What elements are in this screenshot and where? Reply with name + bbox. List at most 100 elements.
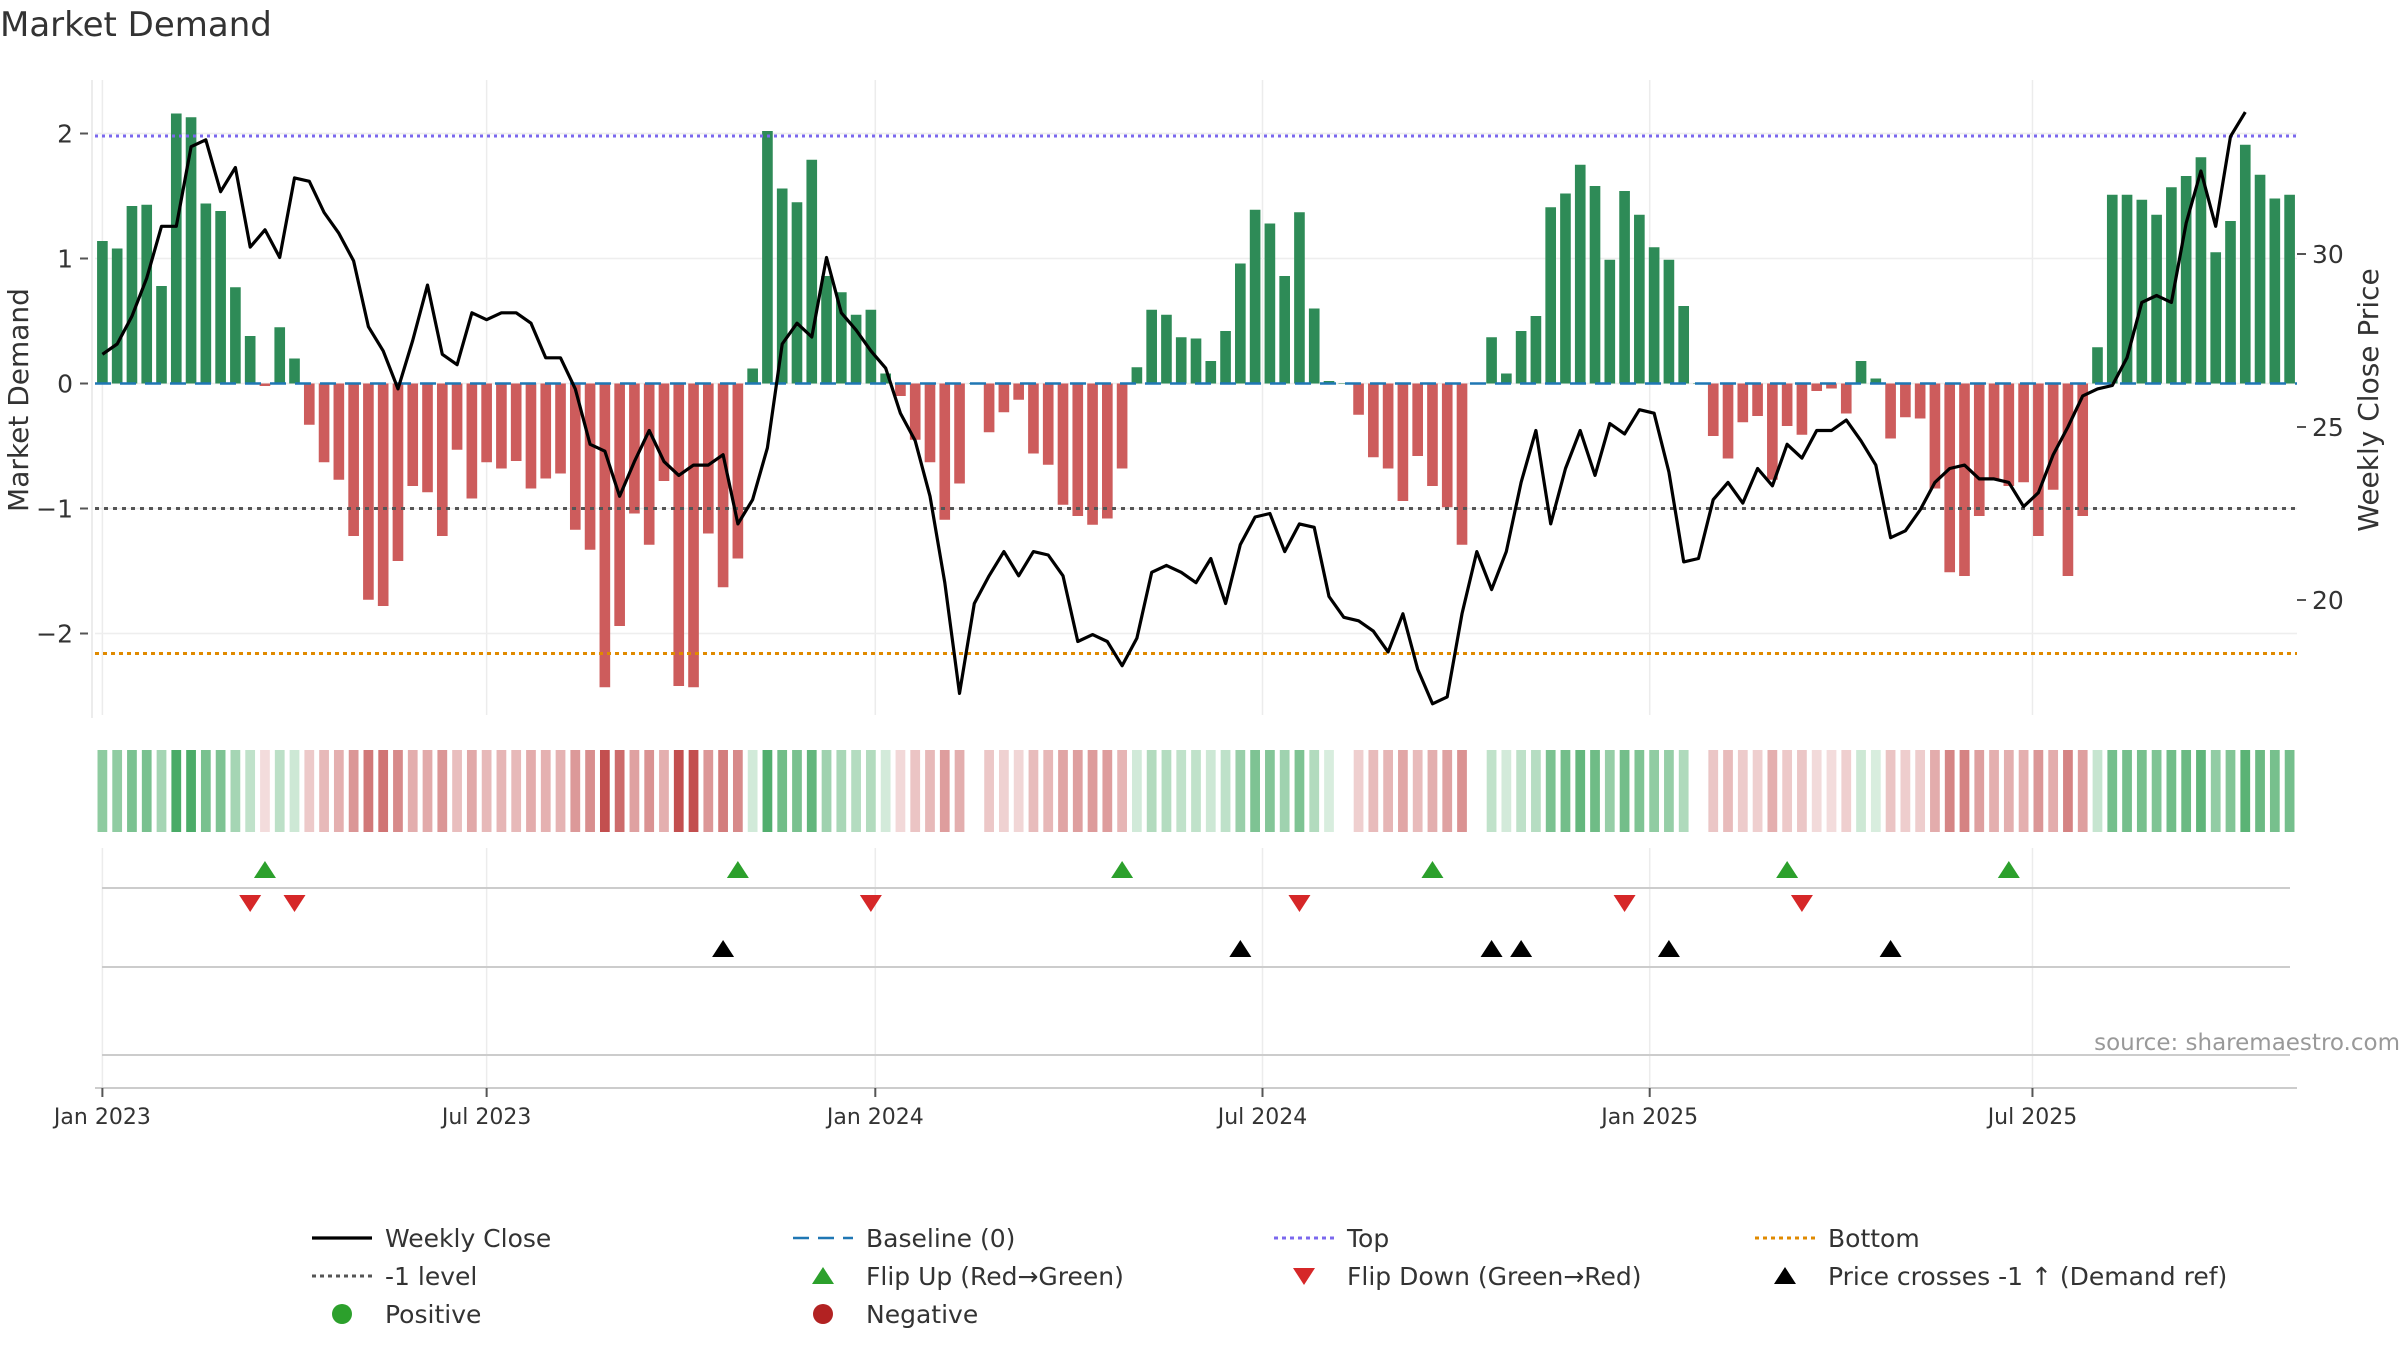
heat-strip-cell bbox=[836, 750, 847, 832]
demand-bar bbox=[1781, 383, 1793, 426]
heat-strip-cell bbox=[127, 750, 137, 832]
legend-label: Price crosses -1 ↑ (Demand ref) bbox=[1828, 1262, 2227, 1291]
heat-strip-cell bbox=[1087, 750, 1098, 832]
heat-strip-cell bbox=[2196, 750, 2206, 832]
demand-bar bbox=[776, 188, 788, 384]
heat-strip-cell bbox=[289, 750, 300, 832]
demand-bar bbox=[702, 383, 714, 534]
heat-strip-cell bbox=[1398, 750, 1408, 832]
demand-bar bbox=[998, 383, 1010, 413]
heat-strip-cell bbox=[481, 750, 492, 832]
price-cross-marker bbox=[1879, 940, 1902, 957]
heat-strip-cell bbox=[274, 750, 285, 832]
demand-bar bbox=[436, 383, 448, 536]
demand-bar bbox=[1131, 367, 1143, 384]
demand-bar bbox=[451, 383, 463, 450]
heat-strip-cell bbox=[2077, 750, 2088, 832]
demand-bar bbox=[762, 131, 773, 384]
heat-strip-cell bbox=[393, 750, 403, 832]
heat-strip-cell bbox=[1664, 750, 1674, 832]
demand-bar bbox=[540, 383, 552, 479]
heat-strip-cell bbox=[1767, 750, 1778, 832]
demand-bar bbox=[97, 241, 108, 384]
demand-bar bbox=[1175, 337, 1187, 384]
heat-strip-cell bbox=[1013, 750, 1024, 832]
demand-bar bbox=[1102, 383, 1113, 519]
demand-bar bbox=[1205, 361, 1217, 384]
demand-bar bbox=[1057, 383, 1069, 505]
heat-strip-cell bbox=[1856, 750, 1866, 832]
heat-strip-cell bbox=[171, 750, 182, 832]
demand-bar bbox=[215, 211, 226, 384]
heat-strip-cell bbox=[2166, 750, 2177, 832]
flip-up-marker bbox=[253, 861, 276, 878]
heat-strip-cell bbox=[245, 750, 256, 832]
demand-bar bbox=[939, 383, 951, 520]
heat-strip-cell bbox=[1324, 750, 1334, 832]
legend-label: Flip Up (Red→Green) bbox=[866, 1262, 1124, 1291]
heat-strip-cell bbox=[1723, 750, 1733, 832]
heat-strip-cell bbox=[614, 750, 625, 832]
demand-bar bbox=[2106, 194, 2118, 384]
heat-strip-cell bbox=[2033, 750, 2044, 832]
heat-strip bbox=[97, 750, 2295, 832]
heat-strip-cell bbox=[1235, 750, 1246, 832]
heat-strip-cell bbox=[511, 750, 522, 832]
heat-strip-cell bbox=[806, 750, 817, 832]
heat-strip-cell bbox=[452, 750, 462, 832]
demand-bar bbox=[1707, 383, 1719, 436]
demand-bar bbox=[1279, 276, 1290, 384]
demand-bar bbox=[1338, 383, 1350, 384]
heat-strip-cell bbox=[1737, 750, 1748, 832]
heat-strip-cell bbox=[1294, 750, 1305, 832]
demand-bar bbox=[481, 383, 492, 463]
heat-strip-cell bbox=[718, 750, 728, 832]
heat-strip-cell bbox=[762, 750, 773, 832]
demand-bar bbox=[156, 286, 167, 384]
heat-strip-cell bbox=[1265, 750, 1275, 832]
heat-strip-cell bbox=[999, 750, 1009, 832]
heat-strip-cell bbox=[2018, 750, 2029, 832]
heat-strip-cell bbox=[2063, 750, 2073, 832]
demand-bar bbox=[1648, 247, 1660, 384]
heat-strip-cell bbox=[1205, 750, 1216, 832]
demand-bar bbox=[1767, 383, 1778, 480]
demand-bars bbox=[97, 113, 2295, 688]
heat-strip-cell bbox=[333, 750, 344, 832]
demand-bar bbox=[1530, 316, 1542, 384]
y2-tick-label: 20 bbox=[2312, 586, 2344, 615]
demand-bar bbox=[170, 113, 182, 384]
heat-strip-cell bbox=[910, 750, 921, 832]
y2-tick-label: 25 bbox=[2312, 413, 2344, 442]
demand-bar bbox=[614, 383, 625, 626]
heat-strip-cell bbox=[348, 750, 359, 832]
heat-strip-cell bbox=[215, 750, 226, 832]
demand-bar bbox=[821, 276, 832, 384]
demand-bar bbox=[126, 206, 138, 384]
heat-strip-cell bbox=[319, 750, 329, 832]
demand-bar bbox=[1087, 383, 1098, 525]
x-tick-label: Jan 2023 bbox=[52, 1105, 151, 1130]
demand-bar bbox=[1914, 383, 1926, 419]
demand-bar bbox=[377, 383, 389, 606]
heat-strip-cell bbox=[1531, 750, 1541, 832]
demand-bar bbox=[599, 383, 611, 688]
legend-label: Weekly Close bbox=[385, 1224, 551, 1253]
demand-bar bbox=[2210, 252, 2222, 384]
demand-bar bbox=[1840, 383, 1852, 414]
heat-strip-cell bbox=[230, 750, 241, 832]
y2-tick-label: 30 bbox=[2312, 240, 2344, 269]
heat-strip-cell bbox=[1072, 750, 1083, 832]
heat-strip-cell bbox=[407, 750, 418, 832]
heat-strip-cell bbox=[1797, 750, 1807, 832]
demand-bar bbox=[1663, 259, 1675, 384]
heat-strip-cell bbox=[1619, 750, 1630, 832]
heat-strip-cell bbox=[200, 750, 211, 832]
demand-bar bbox=[1368, 383, 1379, 458]
heat-strip-cell bbox=[1575, 750, 1586, 832]
demand-bar bbox=[2018, 383, 2029, 483]
demand-bar bbox=[1072, 383, 1084, 516]
legend-label: Top bbox=[1346, 1224, 1389, 1253]
heat-strip-cell bbox=[555, 750, 566, 832]
demand-bar bbox=[1574, 164, 1586, 384]
